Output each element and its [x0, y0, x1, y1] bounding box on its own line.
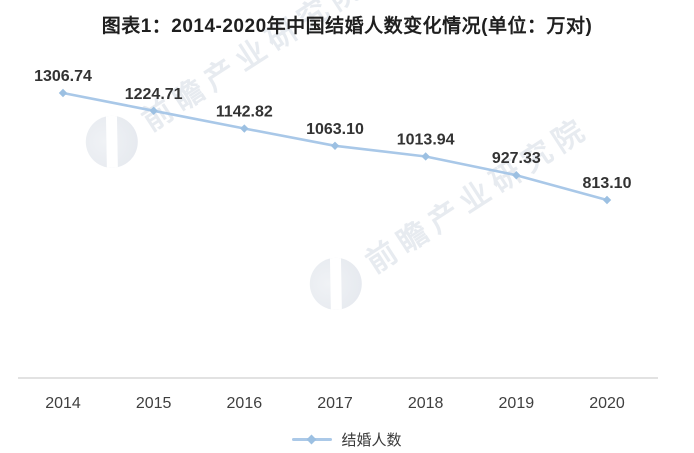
legend-label: 结婚人数	[341, 432, 402, 449]
data-point-marker	[149, 106, 158, 115]
data-point-marker	[512, 171, 521, 180]
data-point-marker	[240, 124, 249, 133]
legend-line-marker-icon	[292, 434, 333, 444]
x-axis-label: 2019	[499, 395, 535, 412]
x-axis-label: 2017	[317, 395, 353, 412]
data-label: 1063.10	[306, 121, 364, 138]
x-axis-label: 2016	[227, 395, 263, 412]
data-point-marker	[330, 141, 340, 151]
data-label: 1306.74	[34, 68, 92, 85]
x-axis-label: 2018	[408, 395, 444, 412]
data-label: 927.33	[492, 150, 541, 167]
data-point-marker	[421, 152, 430, 161]
data-label: 1013.94	[397, 131, 455, 148]
data-label: 813.10	[583, 175, 632, 192]
data-label: 1142.82	[216, 104, 273, 121]
data-point-marker	[58, 88, 68, 98]
chart-title: 图表1：2014-2020年中国结婚人数变化情况(单位：万对)	[101, 16, 593, 37]
x-axis-label: 2020	[589, 395, 625, 412]
x-axis-label: 2014	[45, 395, 81, 412]
data-label: 1224.71	[125, 86, 183, 103]
chart-legend: 结婚人数	[0, 429, 694, 450]
x-axis-label: 2015	[136, 395, 172, 412]
data-point-marker	[602, 195, 612, 205]
